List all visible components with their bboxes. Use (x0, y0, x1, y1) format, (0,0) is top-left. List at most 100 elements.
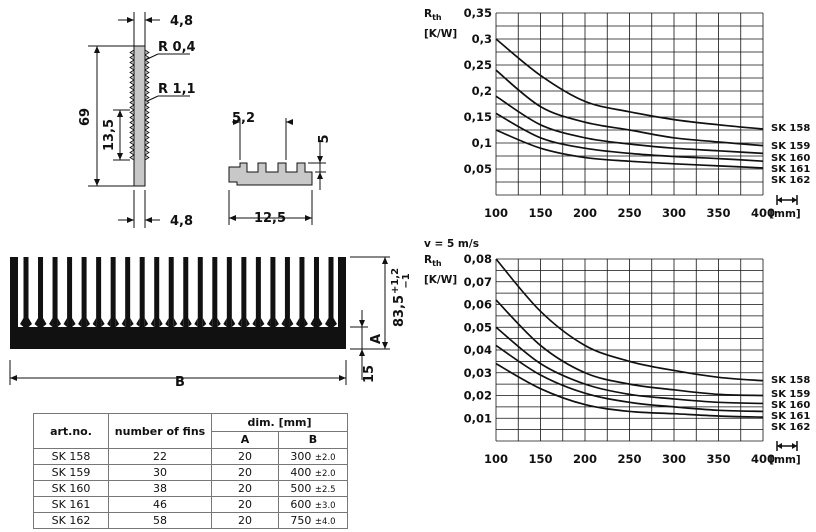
dim-height-fin-section: 13,5 (102, 119, 117, 151)
dim-clip-height: 5 (317, 134, 332, 143)
cell-a: 20 (211, 464, 279, 481)
fin-serration-left (129, 134, 135, 141)
chart-rth-1: 0,05 0,1 0,15 0,2 0,25 0,3 0,35 100 150 200 250 300… (424, 6, 810, 220)
fin-serration-left (129, 54, 135, 61)
heatsink-side-wall (338, 257, 346, 329)
chart-rth-2: 0,01 0,02 0,03 0,04 0,05 0,06 0,07 0,08 100 150 20… (424, 238, 810, 466)
heatsink-fin-foot (86, 318, 91, 327)
spec-table: art.no. number of fins dim. [mm] A B SK … (33, 413, 348, 529)
y-tick-label: 0,01 (464, 411, 492, 425)
heatsink-cross-section: B A 15 83,5 +1,2 −1 (9, 256, 412, 390)
cell-fins: 46 (108, 496, 212, 513)
fin-serration-right (144, 89, 150, 96)
x-tick-label: 200 (573, 206, 597, 220)
heatsink-fin-foot (223, 318, 227, 327)
series-line (495, 38, 764, 130)
heatsink-fin-foot (43, 318, 47, 327)
b-tolerance: ±3.0 (314, 501, 336, 511)
y-tick-label: 0,07 (464, 275, 492, 289)
heatsink-fin (52, 257, 58, 329)
x-tick-label: 200 (573, 452, 597, 466)
heatsink-fin-foot (310, 318, 314, 327)
fin-serration-left (129, 104, 135, 111)
fin-serration-right (144, 129, 150, 136)
x-tick-label: 100 (484, 452, 508, 466)
heatsink-fin-foot (78, 318, 82, 327)
fin-serration-right (144, 109, 150, 116)
b-value: 300 (290, 450, 312, 463)
heatsink-fin-foot (179, 318, 184, 327)
fin-serration-right (144, 99, 150, 106)
heatsink-fin-foot (208, 318, 213, 327)
heatsink-fin-foot (194, 318, 198, 327)
fin-serration-right (144, 104, 150, 111)
x-tick-label: 250 (617, 452, 641, 466)
y-axis-label: Rth (424, 254, 442, 268)
fin-dimension-arrows (94, 17, 152, 223)
x-tick-label: 350 (706, 206, 730, 220)
fin-serration-left (129, 144, 135, 151)
heatsink-fin (96, 257, 102, 329)
x-tick-label: 150 (528, 206, 552, 220)
fin-serration-right (144, 154, 150, 161)
cell-art: SK 162 (33, 512, 109, 529)
series-line (495, 299, 764, 397)
heatsink-fin-foot (72, 318, 76, 327)
cell-a: 20 (211, 512, 279, 529)
heatsink-fin (255, 257, 261, 329)
cell-art: SK 161 (33, 496, 109, 513)
series-line (495, 344, 764, 413)
heatsink-fin (212, 257, 218, 329)
y-tick-label: 0,25 (464, 58, 492, 72)
series-label: SK 158 (771, 375, 810, 386)
fin-serration-left (129, 124, 135, 131)
series-label: SK 161 (771, 164, 810, 175)
fin-serration-left (129, 84, 135, 91)
series-line (495, 95, 764, 155)
fin-serration-right (144, 84, 150, 91)
fin-serration-right (144, 144, 150, 151)
dim-base-thickness: 15 (362, 365, 377, 383)
fin-serration-left (129, 49, 135, 56)
series-line (495, 112, 764, 163)
cell-art: SK 158 (33, 448, 109, 465)
heatsink-fin (299, 257, 305, 329)
heatsink-fins (10, 257, 346, 329)
width-arrow-icon (777, 197, 782, 203)
fin-serration-left (129, 99, 135, 106)
heatsink-fin (183, 257, 189, 329)
heatsink-fin (241, 257, 247, 329)
fin-serration-right (144, 49, 150, 56)
fin-serration-left (129, 74, 135, 81)
cell-a: 20 (211, 496, 279, 513)
fin-serration-left (129, 64, 135, 71)
y-tick-label: 0,06 (464, 298, 492, 312)
b-tolerance: ±2.0 (314, 469, 336, 479)
cell-b: 500 ±2.5 (278, 480, 348, 497)
x-tick-label: 250 (617, 206, 641, 220)
heatsink-fin-foot (318, 318, 323, 327)
x-tick-label: 400 (751, 452, 775, 466)
heatsink-fin-foot (150, 318, 155, 327)
width-arrow-icon (777, 443, 782, 449)
y-tick-label: 0,15 (464, 110, 492, 124)
heatsink-fin-foot (144, 318, 149, 327)
fin-serrations (129, 49, 150, 161)
x-tick-label: 300 (662, 206, 686, 220)
table-row: SK 158 22 20 300 ±2.0 (33, 448, 348, 465)
heatsink-fin-foot (173, 318, 178, 327)
heatsink-base (10, 327, 346, 349)
heatsink-fin-foot (252, 318, 256, 327)
heatsink-fin-foot (260, 318, 265, 327)
b-tolerance: ±2.5 (314, 485, 336, 495)
x-tick-label: 100 (484, 206, 508, 220)
x-unit-label: [mm] (769, 454, 800, 466)
fin-serration-left (129, 154, 135, 161)
series-label: SK 162 (771, 175, 810, 186)
header-number-of-fins: number of fins (108, 413, 212, 449)
y-unit-label: [K/W] (424, 274, 457, 286)
fin-serration-left (129, 59, 135, 66)
fin-serration-right (144, 79, 150, 86)
fin-serration-right (144, 149, 150, 156)
